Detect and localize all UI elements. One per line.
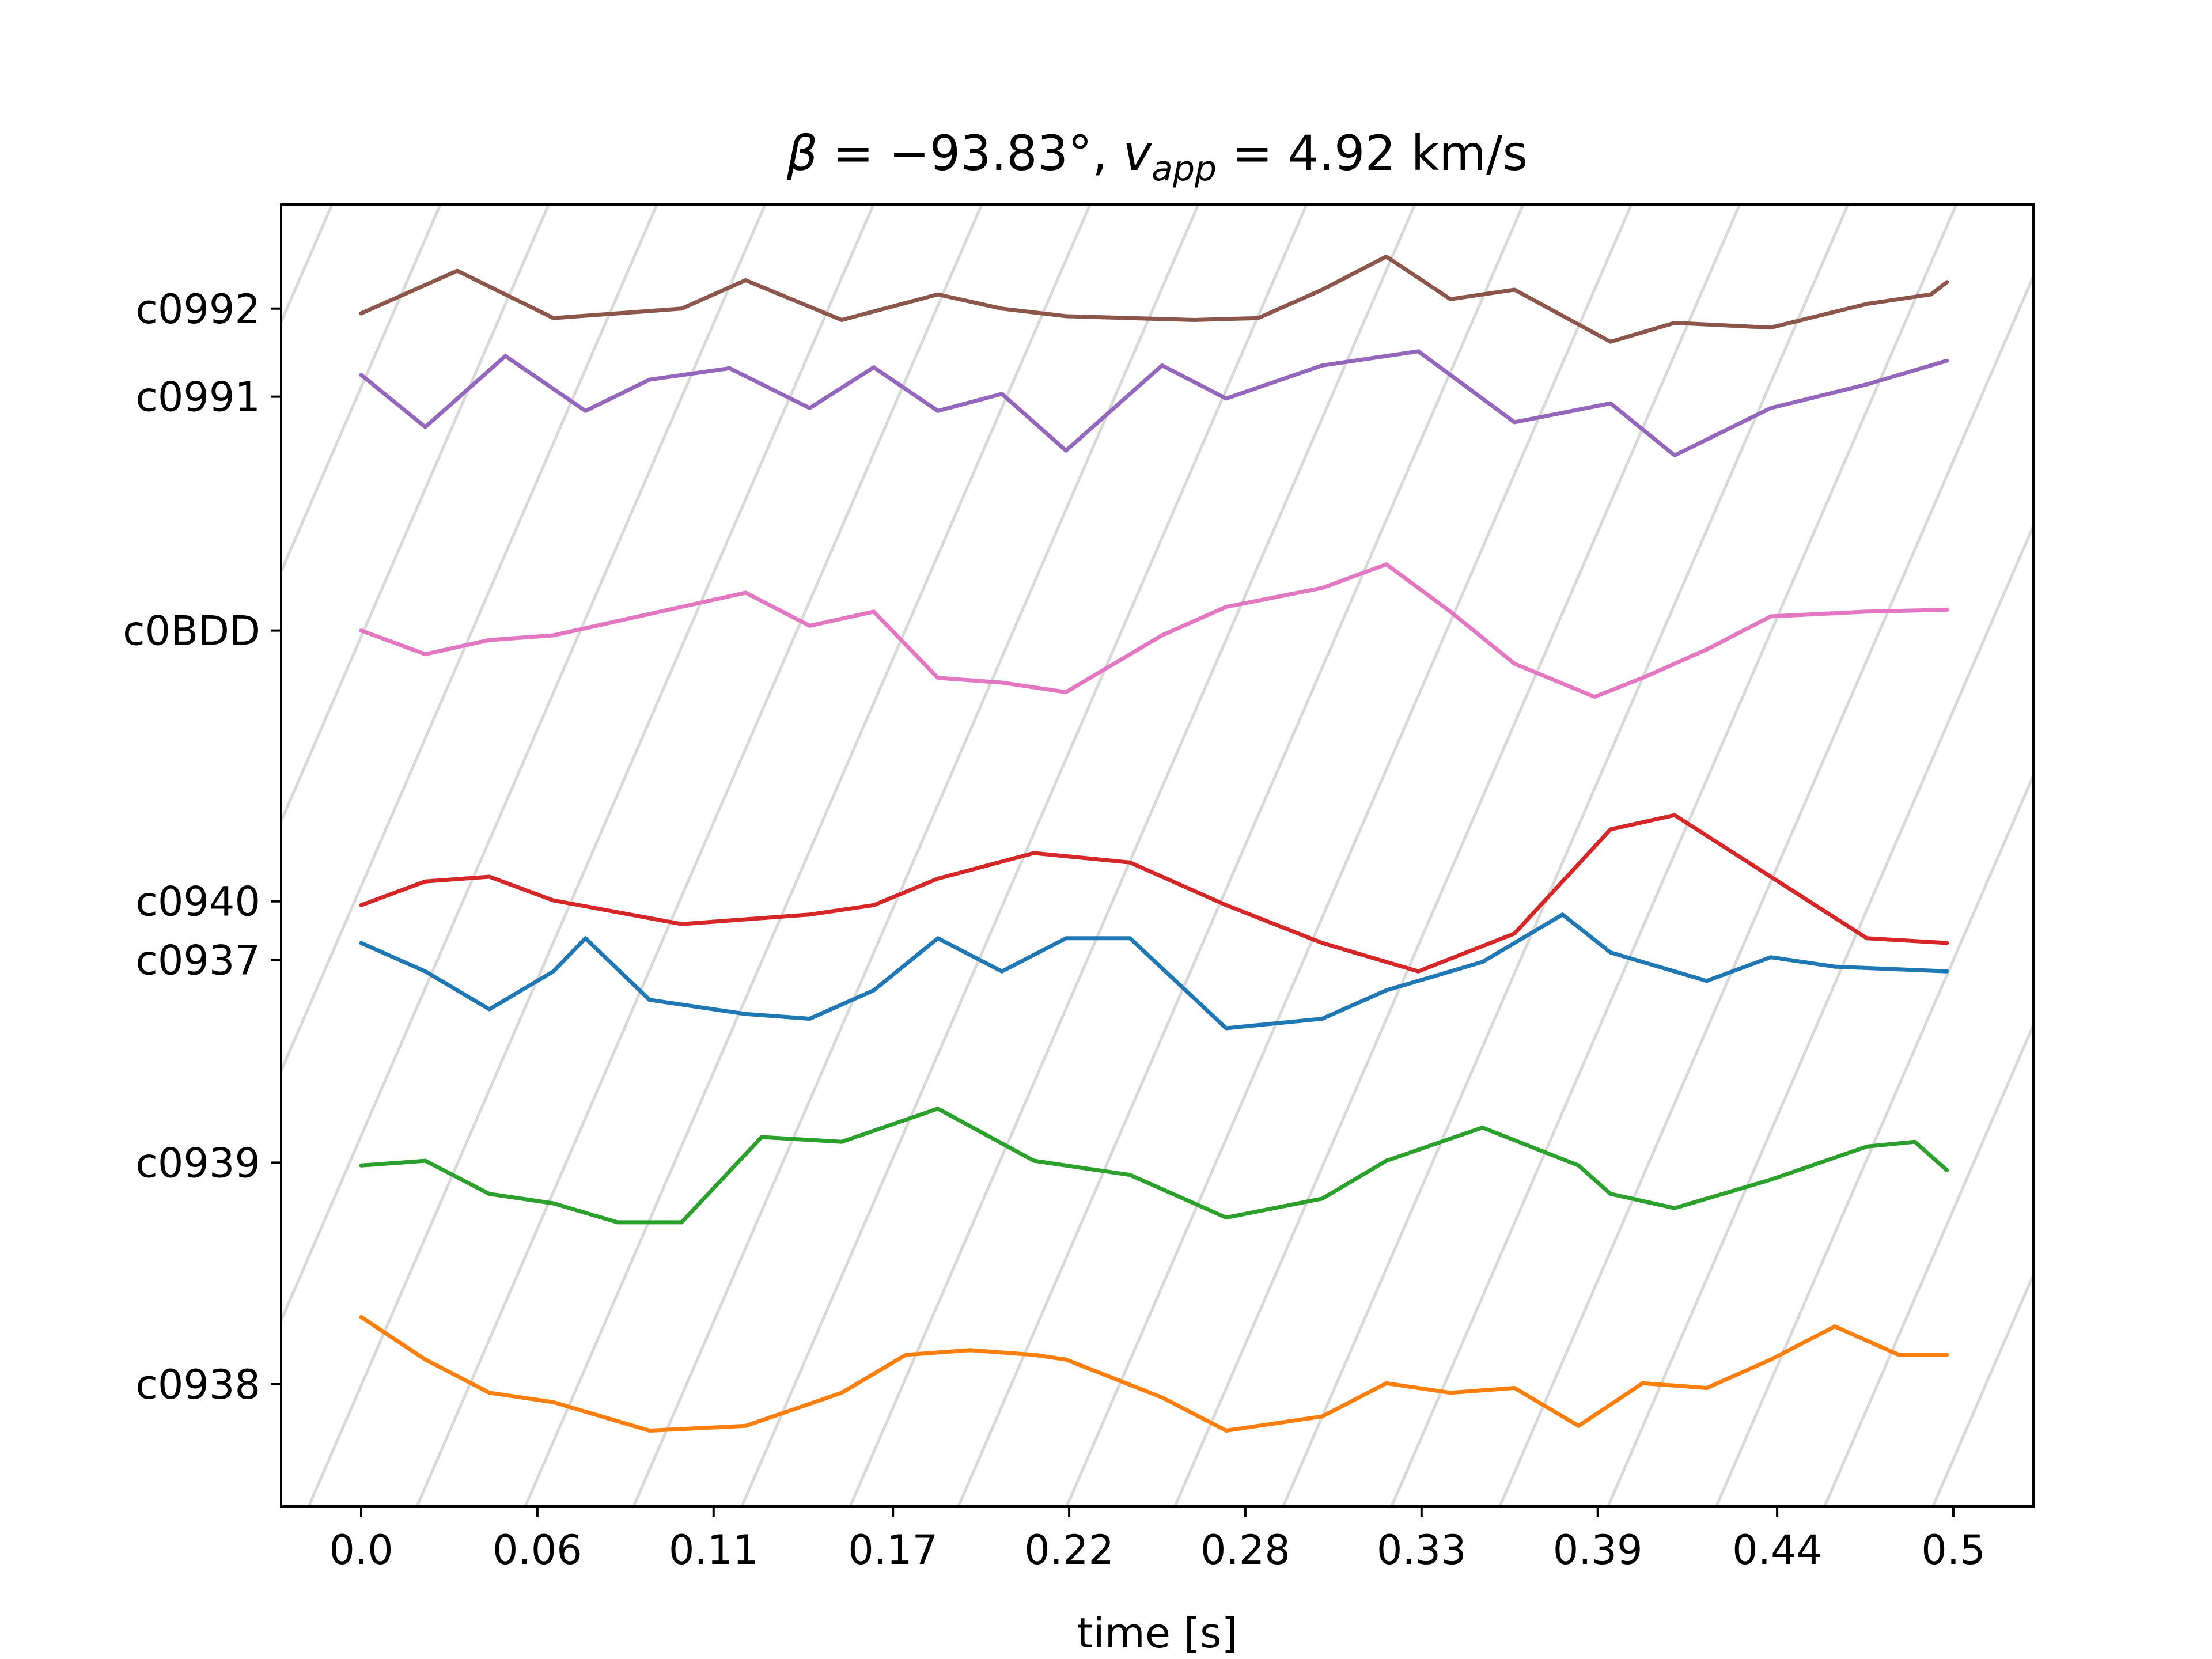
guide-line [281,204,442,575]
y-tick-label: c0992 [135,286,260,333]
x-tick-label: 0.11 [669,1527,759,1574]
guide-line [281,204,658,1075]
y-tick-label: c0BDD [123,608,260,655]
series-line-c0940 [359,813,1949,974]
guide-line [1715,771,2033,1506]
x-tick-label: 0.33 [1377,1527,1467,1574]
x-tick-label: 0.5 [1921,1527,1985,1574]
guide-line [1823,1021,2033,1506]
x-tick-label: 0.0 [329,1527,393,1574]
guide-line [524,204,1092,1506]
x-tick-label: 0.06 [493,1527,582,1574]
x-axis-label: time [s] [1077,1609,1237,1657]
series-line-c0991 [359,349,1949,458]
diagonal-guides [0,204,2212,1506]
guide-line [307,204,875,1506]
x-tick-label: 0.17 [848,1527,938,1574]
y-tick-label: c0937 [135,937,260,984]
guide-line [281,204,550,825]
y-tick-label: c0940 [135,878,260,926]
series-line-c0bdd [359,562,1949,699]
x-tick-label: 0.39 [1553,1527,1643,1574]
title-v-subscript: app [1152,149,1217,189]
y-axis: c0992 c0991 c0BDD c0940 c0937 c0939 c0938 [123,286,281,1408]
guide-line [957,204,1525,1506]
x-tick-label: 0.28 [1200,1527,1290,1574]
series-lines [359,254,1949,1433]
series-line-c0939 [359,1107,1949,1225]
guide-line [632,204,1200,1506]
title-beta-value: = −93.83°, [817,125,1123,181]
guide-line [1498,272,2033,1506]
plot-frame [280,203,2035,1508]
x-tick-label: 0.22 [1024,1527,1114,1574]
guide-line [2149,204,2212,1506]
x-axis: 0.0 0.06 0.11 0.17 0.22 0.28 0.33 0.39 0.44 0.5 [329,1506,1986,1574]
series-line-c0938 [359,1315,1949,1433]
guide-line [849,204,1416,1506]
guide-line [0,204,116,1506]
series-line-c0992 [359,254,1949,344]
guide-line [1607,522,2033,1506]
guide-line [1390,204,1958,1506]
title-v-value: = 4.92 km/s [1217,125,1528,181]
guide-line [2041,204,2212,1506]
guide-line [1065,204,1633,1506]
y-tick-label: c0991 [135,374,260,421]
guide-line [415,204,983,1506]
guide-line [281,204,767,1324]
guide-line [1173,204,1741,1506]
guide-line [1931,1271,2033,1506]
guide-line [0,204,7,1506]
series-line-c0937 [359,912,1949,1031]
title-v-symbol: v [1123,125,1152,181]
y-tick-label: c0939 [135,1139,260,1187]
chart-title: β = −93.83°, vapp = 4.92 km/s [786,125,1528,189]
title-beta-symbol: β [786,125,818,181]
guide-line [1282,204,1850,1506]
y-tick-label: c0938 [135,1361,260,1408]
x-tick-label: 0.44 [1732,1527,1822,1574]
